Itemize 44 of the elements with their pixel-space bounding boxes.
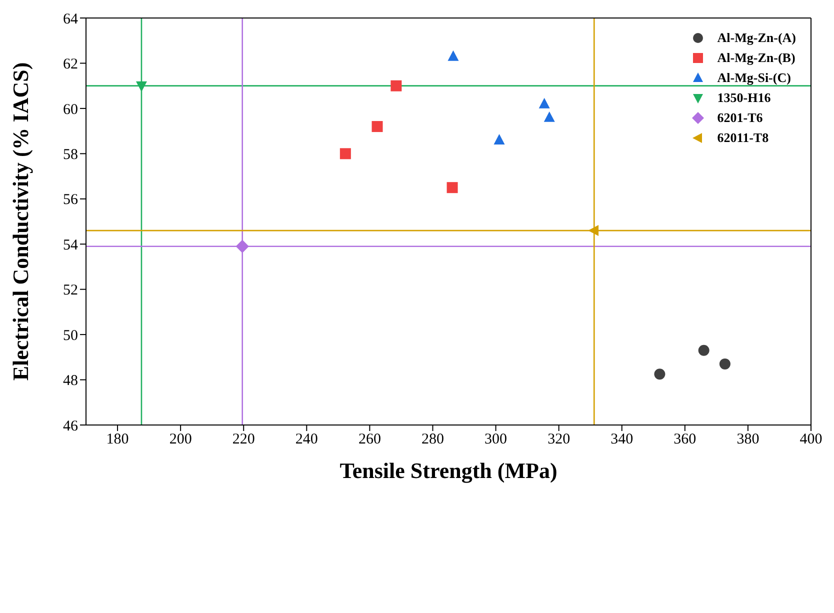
y-tick-label: 64 xyxy=(63,11,78,28)
x-tick-label: 260 xyxy=(358,432,381,448)
point xyxy=(390,80,402,92)
point xyxy=(588,225,599,236)
legend-label: Al-Mg-Zn-(A) xyxy=(717,30,796,46)
y-tick-label: 50 xyxy=(63,328,78,344)
point xyxy=(494,134,505,144)
point xyxy=(538,98,550,108)
point xyxy=(544,111,555,122)
y-tick-label: 48 xyxy=(63,373,78,390)
point xyxy=(372,121,383,132)
y-tick-label: 54 xyxy=(63,237,78,254)
x-tick-label: 300 xyxy=(484,432,508,448)
x-tick-label: 280 xyxy=(421,432,444,448)
point xyxy=(340,148,351,160)
x-tick-label: 380 xyxy=(736,432,760,448)
y-tick-label: 60 xyxy=(63,102,78,118)
legend-label: 6201-T6 xyxy=(717,110,763,126)
y-tick-label: 52 xyxy=(63,282,78,299)
x-tick-label: 400 xyxy=(800,432,822,448)
x-tick-label: 340 xyxy=(610,432,634,448)
point xyxy=(719,358,730,370)
y-tick-label: 46 xyxy=(63,418,78,434)
y-tick-label: 58 xyxy=(63,146,78,163)
point xyxy=(136,81,147,92)
x-tick-label: 200 xyxy=(169,432,192,448)
legend-label: 1350-H16 xyxy=(717,90,771,106)
x-tick-label: 240 xyxy=(295,432,318,448)
point xyxy=(448,50,459,61)
legend-label: Al-Mg-Zn-(B) xyxy=(717,50,796,66)
x-axis-title: Tensile Strength (MPa) xyxy=(340,458,558,483)
point xyxy=(236,240,249,253)
point xyxy=(446,182,458,194)
point xyxy=(698,344,710,356)
y-tick-label: 56 xyxy=(63,192,78,208)
y-axis-title: Electrical Conductivity (% IACS) xyxy=(8,62,33,381)
legend-label: 62011-T8 xyxy=(717,130,769,146)
x-tick-label: 360 xyxy=(674,432,696,448)
x-tick-label: 320 xyxy=(548,432,570,448)
point xyxy=(654,368,666,380)
x-tick-label: 180 xyxy=(106,432,129,448)
x-tick-label: 220 xyxy=(232,432,255,448)
legend-label: Al-Mg-Si-(C) xyxy=(717,70,791,86)
y-tick-label: 62 xyxy=(63,56,78,73)
